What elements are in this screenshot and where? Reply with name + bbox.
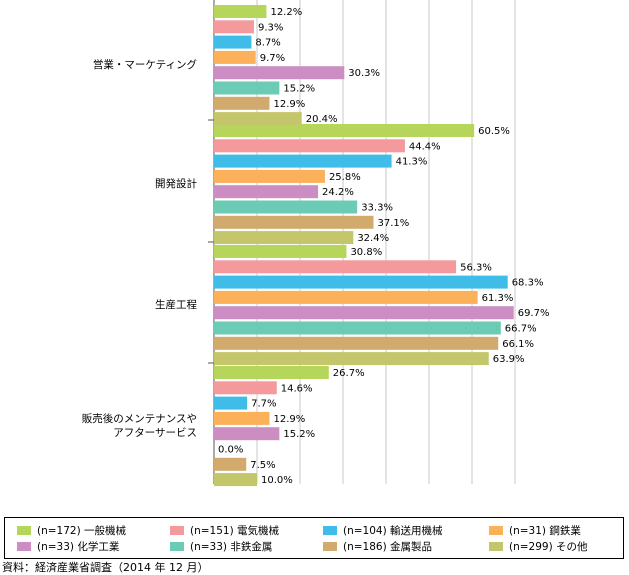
legend-label: (n=33) 非鉄金属 bbox=[190, 541, 273, 553]
legend-item: (n=172) 一般機械 bbox=[17, 524, 126, 538]
bar bbox=[214, 124, 475, 137]
legend-swatch bbox=[170, 525, 184, 535]
legend-swatch bbox=[17, 525, 31, 535]
data-label: 20.4% bbox=[306, 114, 338, 125]
legend-item: (n=186) 金属製品 bbox=[323, 540, 432, 554]
legend-item: (n=104) 輸送用機械 bbox=[323, 524, 443, 538]
legend-swatch bbox=[17, 541, 31, 551]
bar bbox=[214, 473, 257, 487]
data-label: 12.9% bbox=[273, 414, 305, 425]
bar bbox=[214, 231, 354, 245]
bar bbox=[214, 154, 392, 168]
data-label: 30.3% bbox=[348, 68, 380, 79]
bar bbox=[214, 215, 374, 229]
data-label: 15.2% bbox=[283, 429, 315, 440]
legend-label: (n=31) 鋼鉄業 bbox=[509, 525, 581, 537]
bar bbox=[214, 35, 252, 49]
bar bbox=[214, 366, 329, 379]
bar bbox=[214, 200, 358, 214]
legend-label: (n=151) 電気機械 bbox=[190, 525, 280, 537]
bar bbox=[214, 20, 254, 34]
category-label: 営業・マーケティング bbox=[93, 58, 198, 71]
data-label: 56.3% bbox=[460, 262, 492, 273]
data-label: 10.0% bbox=[261, 475, 293, 486]
legend-label: (n=186) 金属製品 bbox=[343, 541, 433, 553]
data-label: 69.7% bbox=[518, 308, 550, 319]
bar bbox=[214, 336, 499, 350]
bar bbox=[214, 185, 319, 199]
data-label: 68.3% bbox=[512, 278, 544, 289]
data-label: 63.9% bbox=[493, 354, 525, 365]
legend-item: (n=299) その他 bbox=[489, 540, 588, 554]
legend-label: (n=172) 一般機械 bbox=[37, 525, 127, 537]
bar bbox=[214, 352, 489, 366]
data-label: 12.2% bbox=[270, 7, 302, 18]
category-label: 生産工程 bbox=[155, 298, 197, 311]
legend-item: (n=33) 化学工業 bbox=[17, 540, 119, 554]
bar bbox=[214, 427, 280, 441]
bar bbox=[214, 112, 302, 126]
source-note: 資料：経済産業省調査（2014 年 12 月） bbox=[2, 561, 209, 574]
bar bbox=[214, 411, 270, 425]
data-label: 0.0% bbox=[218, 445, 243, 456]
data-label: 25.8% bbox=[329, 172, 361, 183]
data-label: 9.3% bbox=[258, 22, 283, 33]
bar bbox=[214, 96, 270, 110]
data-label: 24.2% bbox=[322, 187, 354, 198]
legend-item: (n=151) 電気機械 bbox=[170, 524, 279, 538]
data-label: 8.7% bbox=[255, 38, 280, 49]
data-label: 7.5% bbox=[250, 460, 275, 471]
bar bbox=[214, 139, 405, 153]
bar bbox=[214, 321, 501, 335]
legend-swatch bbox=[170, 541, 184, 551]
data-label: 15.2% bbox=[283, 84, 315, 95]
data-label: 12.9% bbox=[273, 99, 305, 110]
legend-swatch bbox=[323, 525, 337, 535]
legend-swatch bbox=[489, 541, 503, 551]
data-label: 61.3% bbox=[482, 293, 514, 304]
data-label: 41.3% bbox=[396, 157, 428, 168]
bar bbox=[214, 457, 247, 471]
legend-label: (n=33) 化学工業 bbox=[37, 541, 120, 553]
bar bbox=[214, 381, 277, 395]
data-label: 26.7% bbox=[333, 368, 365, 379]
legend-swatch bbox=[323, 541, 337, 551]
bar bbox=[214, 245, 347, 258]
data-label: 66.1% bbox=[502, 339, 534, 350]
legend-item: (n=33) 非鉄金属 bbox=[170, 540, 272, 554]
legend-label: (n=104) 輸送用機械 bbox=[343, 525, 443, 537]
bar bbox=[214, 396, 248, 410]
legend: (n=172) 一般機械 (n=151) 電気機械 (n=104) 輸送用機械 (n=… bbox=[4, 517, 624, 559]
data-label: 7.7% bbox=[251, 399, 276, 410]
legend-item: (n=31) 鋼鉄業 bbox=[489, 524, 581, 538]
data-label: 60.5% bbox=[478, 126, 510, 137]
bar bbox=[214, 290, 478, 304]
bar bbox=[214, 5, 267, 18]
bar bbox=[214, 81, 280, 95]
bar bbox=[214, 275, 508, 289]
legend-swatch bbox=[489, 525, 503, 535]
bar bbox=[214, 169, 325, 183]
legend-label: (n=299) その他 bbox=[509, 541, 588, 553]
data-label: 9.7% bbox=[260, 53, 285, 64]
bar bbox=[214, 50, 256, 64]
data-label: 30.8% bbox=[350, 247, 382, 258]
data-label: 14.6% bbox=[281, 383, 313, 394]
bar bbox=[214, 260, 457, 274]
category-label: 開発設計 bbox=[155, 177, 197, 190]
data-label: 32.4% bbox=[357, 233, 389, 244]
data-label: 44.4% bbox=[409, 141, 441, 152]
category-label: 販売後のメンテナンスやアフターサービス bbox=[82, 412, 197, 439]
bar bbox=[214, 306, 514, 320]
data-label: 66.7% bbox=[505, 324, 537, 335]
bar bbox=[214, 66, 345, 80]
data-label: 33.3% bbox=[361, 203, 393, 214]
data-label: 37.1% bbox=[378, 218, 410, 229]
